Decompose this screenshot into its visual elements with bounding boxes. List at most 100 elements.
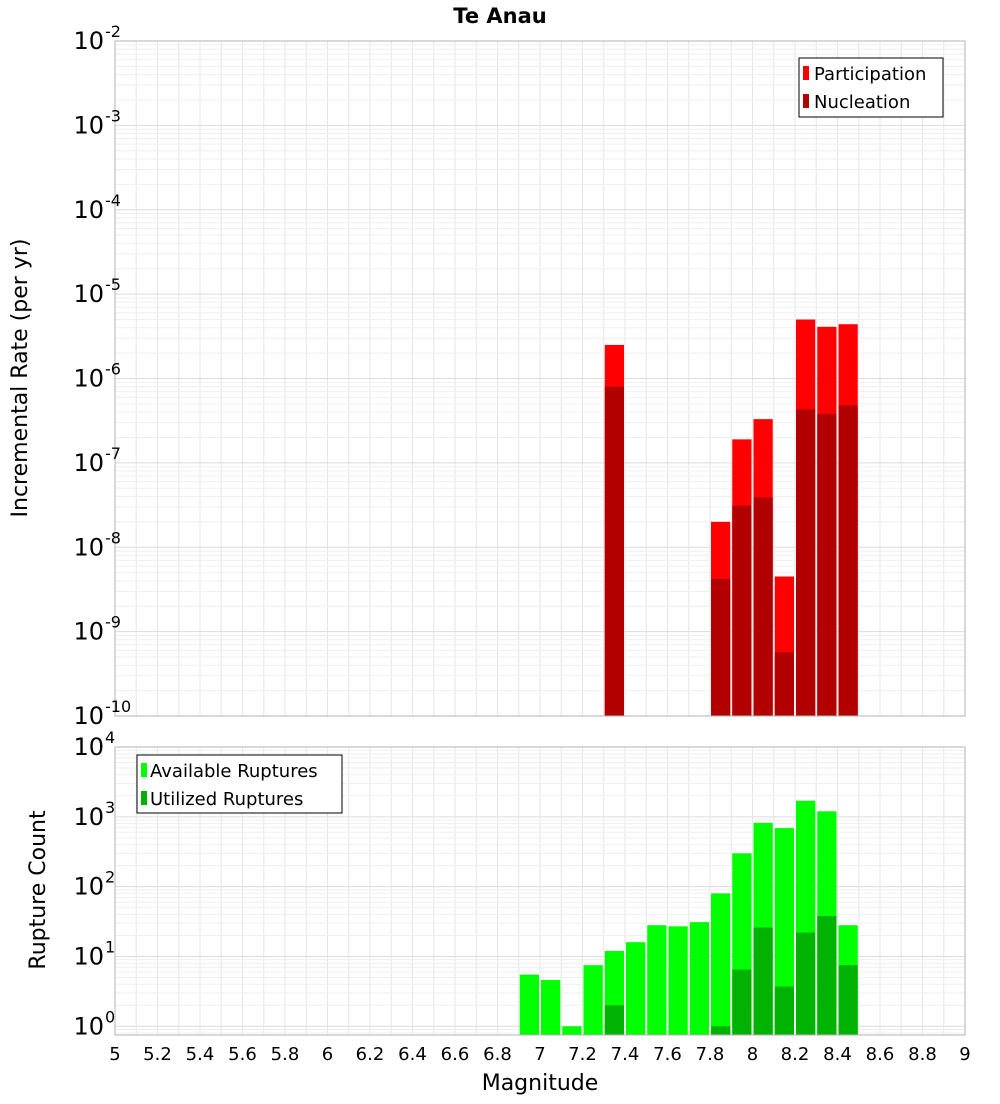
rates-y-tick-base: 10 bbox=[73, 533, 104, 561]
x-axis-label: Magnitude bbox=[482, 1071, 599, 1096]
rates-y-tick-exponent: -10 bbox=[105, 697, 131, 716]
rates-bar-secondary bbox=[838, 405, 858, 716]
counts-y-tick-exponent: 4 bbox=[105, 728, 115, 747]
counts-y-tick-base: 10 bbox=[73, 942, 104, 970]
counts-bar-secondary bbox=[732, 969, 752, 1035]
rates-y-tick-base: 10 bbox=[73, 365, 104, 393]
legend-label-participation: Participation bbox=[814, 64, 926, 85]
counts-y-tick-base: 10 bbox=[73, 1012, 104, 1040]
rates-y-tick-exponent: -8 bbox=[105, 528, 121, 547]
rates-bar-secondary bbox=[711, 579, 731, 716]
rates-bar-secondary bbox=[817, 413, 837, 716]
legend-label-available: Available Ruptures bbox=[150, 761, 318, 782]
rates-bars bbox=[604, 319, 858, 716]
counts-y-tick-exponent: 3 bbox=[105, 798, 115, 817]
rates-y-tick-exponent: -7 bbox=[105, 444, 121, 463]
legend-swatch-available bbox=[141, 763, 147, 777]
counts-bar-primary bbox=[519, 974, 539, 1035]
rates-ylabel: Incremental Rate (per yr) bbox=[8, 239, 33, 518]
counts-legend: Available Ruptures Utilized Ruptures bbox=[136, 754, 343, 814]
rates-y-tick-exponent: -9 bbox=[105, 613, 121, 632]
counts-bar-primary bbox=[711, 893, 731, 1035]
rates-y-tick-exponent: -6 bbox=[105, 360, 121, 379]
counts-bar-primary bbox=[774, 828, 794, 1035]
x-tick-label: 5.8 bbox=[271, 1044, 300, 1065]
counts-bar-secondary bbox=[753, 927, 773, 1035]
chart-title: Te Anau bbox=[453, 4, 546, 28]
rates-bar-secondary bbox=[796, 409, 816, 716]
counts-legend-box bbox=[136, 754, 343, 814]
x-tick-label: 7.4 bbox=[611, 1044, 640, 1065]
x-tick-label: 8.2 bbox=[781, 1044, 810, 1065]
x-tick-label: 8.6 bbox=[866, 1044, 895, 1065]
counts-bar-secondary bbox=[774, 986, 794, 1035]
rates-plot-frame bbox=[114, 40, 966, 717]
rates-y-tick-exponent: -3 bbox=[105, 106, 121, 125]
counts-plot-frame bbox=[114, 746, 966, 1036]
rates-y-tick-base: 10 bbox=[73, 702, 104, 730]
rates-y-tick-labels: 10-210-310-410-510-610-710-810-910-10 bbox=[73, 22, 131, 730]
rates-legend: Participation Nucleation bbox=[798, 57, 944, 118]
rates-bar-secondary bbox=[753, 497, 773, 716]
counts-bar-secondary bbox=[817, 915, 837, 1035]
rates-y-tick-exponent: -5 bbox=[105, 275, 121, 294]
rates-y-tick-exponent: -2 bbox=[105, 22, 121, 41]
legend-swatch-utilized bbox=[141, 791, 147, 805]
x-tick-label: 9 bbox=[959, 1044, 970, 1065]
x-tick-label: 7 bbox=[534, 1044, 545, 1065]
rates-bar-secondary bbox=[604, 386, 624, 716]
counts-bar-primary bbox=[626, 942, 646, 1035]
counts-bar-secondary bbox=[711, 1026, 731, 1035]
counts-bar-primary bbox=[668, 926, 688, 1035]
counts-y-tick-base: 10 bbox=[73, 873, 104, 901]
counts-y-tick-base: 10 bbox=[73, 803, 104, 831]
x-tick-label: 5 bbox=[109, 1044, 120, 1065]
rates-bar-secondary bbox=[774, 652, 794, 716]
x-tick-label: 6.2 bbox=[356, 1044, 385, 1065]
x-tick-label: 6.4 bbox=[398, 1044, 427, 1065]
rates-y-tick-exponent: -4 bbox=[105, 191, 121, 210]
counts-bar-primary bbox=[562, 1026, 582, 1035]
counts-y-tick-exponent: 1 bbox=[105, 937, 115, 956]
x-tick-label: 6.6 bbox=[441, 1044, 470, 1065]
x-tick-label: 6.8 bbox=[483, 1044, 512, 1065]
counts-bar-primary bbox=[583, 965, 603, 1035]
counts-bar-primary bbox=[541, 980, 561, 1035]
counts-y-tick-exponent: 0 bbox=[105, 1007, 115, 1026]
counts-y-tick-exponent: 2 bbox=[105, 868, 115, 887]
counts-bar-primary bbox=[647, 925, 667, 1035]
rates-y-tick-base: 10 bbox=[73, 449, 104, 477]
counts-ylabel: Rupture Count bbox=[26, 810, 51, 970]
x-tick-label: 5.6 bbox=[228, 1044, 257, 1065]
rates-legend-box bbox=[798, 57, 944, 118]
legend-label-utilized: Utilized Ruptures bbox=[150, 789, 303, 810]
x-tick-label: 6 bbox=[322, 1044, 333, 1065]
rates-y-tick-base: 10 bbox=[73, 111, 104, 139]
x-tick-label: 7.2 bbox=[568, 1044, 597, 1065]
rates-y-tick-base: 10 bbox=[73, 618, 104, 646]
x-tick-label: 8.8 bbox=[908, 1044, 937, 1065]
rates-y-tick-base: 10 bbox=[73, 27, 104, 55]
legend-swatch-participation bbox=[803, 66, 809, 80]
legend-label-nucleation: Nucleation bbox=[814, 92, 910, 113]
x-tick-label: 7.6 bbox=[653, 1044, 682, 1065]
x-tick-label: 8 bbox=[747, 1044, 758, 1065]
counts-bar-secondary bbox=[838, 965, 858, 1035]
x-tick-label: 8.4 bbox=[823, 1044, 852, 1065]
x-tick-label: 5.4 bbox=[186, 1044, 215, 1065]
x-tick-label: 5.2 bbox=[143, 1044, 172, 1065]
x-tick-labels: 5 5.2 5.4 5.6 5.8 6 6.2 6.4 6.6 6.8 7 7.2 7.4 7.6 7.8 8… bbox=[109, 1044, 970, 1065]
x-tick-label: 7.8 bbox=[696, 1044, 725, 1065]
counts-bar-secondary bbox=[604, 1005, 624, 1035]
rates-y-tick-base: 10 bbox=[73, 280, 104, 308]
rates-gridlines bbox=[115, 40, 965, 717]
legend-swatch-nucleation bbox=[803, 94, 809, 108]
rates-bar-secondary bbox=[732, 505, 752, 716]
counts-y-tick-base: 10 bbox=[73, 733, 104, 761]
counts-bar-primary bbox=[689, 922, 709, 1035]
counts-bars bbox=[519, 800, 858, 1035]
rates-y-tick-base: 10 bbox=[73, 196, 104, 224]
